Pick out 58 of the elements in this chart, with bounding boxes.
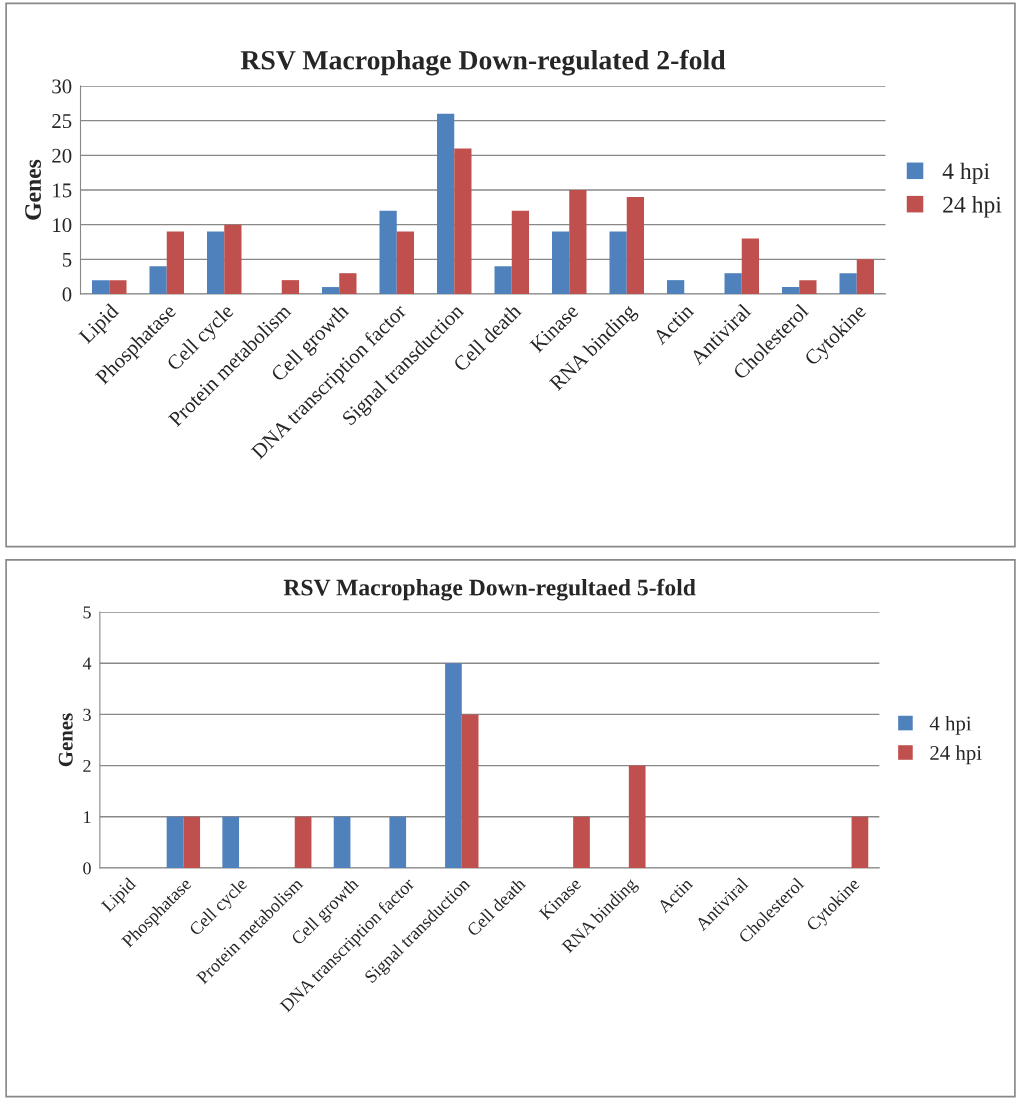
bar bbox=[494, 266, 512, 294]
bar bbox=[281, 280, 299, 294]
bar bbox=[166, 231, 184, 294]
y-tick-label: 5 bbox=[83, 606, 91, 619]
bar bbox=[396, 231, 415, 294]
bar bbox=[454, 148, 472, 294]
chart-title: RSV Macrophage Down-regulated 2-fold bbox=[240, 49, 726, 76]
y-tick-label: 15 bbox=[53, 183, 72, 198]
bar bbox=[166, 816, 184, 868]
bar bbox=[149, 266, 167, 294]
bar bbox=[437, 113, 455, 294]
y-tick-label: 25 bbox=[52, 114, 72, 129]
legend-label: 4 hpi bbox=[929, 715, 972, 735]
legend-label: 24 hpi bbox=[930, 745, 982, 765]
bar bbox=[109, 280, 127, 294]
y-tick-label: 3 bbox=[83, 708, 91, 721]
y-tick-label: 5 bbox=[62, 252, 72, 267]
legend-label: 4 hpi bbox=[942, 162, 990, 185]
bar bbox=[573, 816, 590, 868]
bar bbox=[322, 287, 340, 294]
bar bbox=[741, 238, 760, 294]
bar bbox=[626, 196, 645, 294]
bar bbox=[445, 663, 462, 868]
bar bbox=[207, 231, 225, 294]
bar bbox=[224, 224, 242, 294]
bar bbox=[724, 273, 742, 294]
bar bbox=[222, 816, 240, 868]
bar bbox=[379, 210, 397, 294]
bar bbox=[92, 280, 110, 294]
bar bbox=[569, 190, 587, 294]
y-tick-label: 0 bbox=[62, 287, 72, 302]
bar bbox=[839, 273, 857, 294]
y-tick-label: 30 bbox=[52, 79, 72, 94]
bar bbox=[339, 273, 357, 294]
bar bbox=[856, 259, 875, 294]
bar bbox=[799, 280, 817, 294]
y-axis-title: Genes bbox=[58, 713, 73, 767]
bar bbox=[851, 816, 869, 868]
bar bbox=[782, 287, 800, 294]
bar bbox=[511, 210, 530, 294]
bar bbox=[609, 231, 627, 294]
bar bbox=[389, 816, 407, 868]
y-tick-label: 2 bbox=[83, 759, 91, 772]
y-tick-label: 20 bbox=[52, 148, 72, 163]
bar bbox=[183, 816, 201, 868]
legend-label: 24 hpi bbox=[943, 196, 1002, 218]
y-axis-title: Genes bbox=[25, 159, 41, 220]
chart-title: RSV Macrophage Down-regultaed 5-fold bbox=[283, 578, 696, 601]
bar bbox=[667, 280, 685, 294]
y-tick-label: 4 bbox=[82, 657, 92, 670]
y-tick-label: 0 bbox=[83, 862, 91, 875]
bar bbox=[461, 714, 479, 868]
bar bbox=[333, 816, 351, 868]
bar bbox=[294, 816, 312, 868]
bar bbox=[552, 231, 570, 294]
y-tick-label: 10 bbox=[53, 218, 72, 233]
y-tick-label: 1 bbox=[84, 811, 91, 824]
bar bbox=[628, 765, 646, 868]
